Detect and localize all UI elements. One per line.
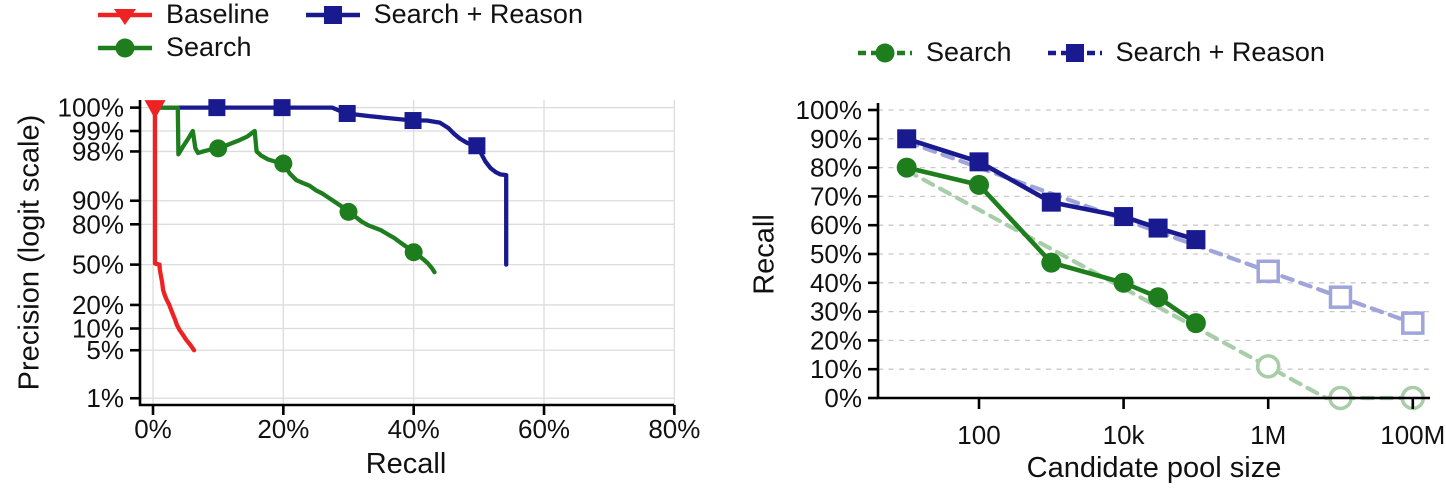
legend-item-search-right: Search	[856, 37, 1012, 68]
left-legend-row-1: Baseline Search + Reason	[96, 0, 617, 31]
right-y-axis-label: Recall	[748, 214, 781, 295]
search-line-circle-icon	[96, 33, 154, 63]
x-tick-label: 100M	[1380, 420, 1445, 450]
series-marker-circle	[969, 174, 989, 195]
series-marker-circle	[1113, 272, 1134, 293]
series-marker-square	[338, 104, 356, 122]
left-legend-row-2: Search	[96, 31, 617, 64]
series-marker-circle	[274, 154, 293, 173]
series-marker-square	[1041, 192, 1061, 212]
search-reason-line-square-icon	[304, 0, 362, 30]
right-legend: Search Search + Reason	[856, 36, 1359, 69]
series-marker-circle	[896, 157, 917, 178]
legend-item-baseline: Baseline	[96, 0, 270, 30]
legend-item-search-reason-right: Search + Reason	[1046, 37, 1325, 68]
right-chart-axes	[876, 103, 1430, 400]
fit-line-circle	[904, 168, 1415, 401]
y-tick-label: 40%	[810, 268, 862, 298]
y-tick-label: 10%	[72, 314, 124, 344]
extrapolated-marker-circle	[1255, 354, 1281, 379]
y-tick-label: 90%	[810, 124, 862, 154]
legend-label-search: Search	[166, 32, 252, 62]
series-line-search-reason	[151, 105, 509, 267]
y-tick-label: 98%	[72, 136, 124, 166]
x-tick-label: 10k	[1103, 420, 1146, 450]
legend-label-search-reason-right: Search + Reason	[1115, 37, 1325, 67]
y-tick-label: 10%	[810, 354, 862, 384]
x-tick-label: 20%	[257, 414, 309, 444]
extrapolated-marker-square	[1401, 311, 1425, 335]
y-tick-label: 60%	[810, 210, 862, 240]
y-tick-label: 20%	[72, 290, 124, 320]
y-tick-label: 80%	[810, 153, 862, 183]
series-marker-circle	[1185, 313, 1206, 334]
y-tick-label: 99%	[72, 116, 124, 146]
series-marker-circle	[404, 243, 423, 262]
series-marker-square	[1148, 218, 1168, 238]
series-marker-circle	[1041, 252, 1062, 273]
series-marker-triangle-down	[144, 100, 166, 120]
series-marker-circle	[1148, 287, 1169, 308]
left-y-axis-label: Precision (logit scale)	[13, 114, 46, 391]
right-legend-row: Search Search + Reason	[856, 36, 1359, 69]
series-marker-square	[404, 112, 422, 130]
x-tick-label: 40%	[388, 414, 440, 444]
search-dashed-circle-icon	[856, 38, 914, 68]
legend-item-search-reason: Search + Reason	[304, 0, 583, 30]
series-line-baseline	[152, 105, 197, 353]
legend-label-search-reason: Search + Reason	[373, 0, 583, 29]
series-marker-square	[208, 99, 226, 117]
series-marker-square	[1114, 207, 1134, 227]
x-tick-label: 100	[957, 420, 1000, 450]
legend-label-baseline: Baseline	[166, 0, 270, 29]
y-tick-label: 50%	[810, 239, 862, 269]
x-tick-label: 60%	[518, 414, 570, 444]
y-tick-label: 80%	[72, 209, 124, 239]
y-tick-label: 5%	[86, 335, 124, 365]
y-tick-label: 100%	[58, 93, 125, 123]
x-tick-label: 1M	[1250, 420, 1286, 450]
y-tick-label: 20%	[810, 325, 862, 355]
left-x-axis-label: Recall	[365, 448, 447, 480]
series-marker-square	[468, 137, 486, 155]
y-tick-label: 90%	[72, 186, 124, 216]
extrapolated-marker-square	[1328, 285, 1353, 309]
right-x-axis-label: Candidate pool size	[1026, 452, 1282, 484]
y-tick-label: 1%	[86, 383, 124, 413]
y-tick-label: 70%	[810, 181, 862, 211]
extrapolated-marker-square	[1256, 259, 1280, 284]
x-tick-label: 0%	[134, 414, 172, 444]
series-line-search	[151, 105, 437, 275]
legend-item-search: Search	[96, 32, 252, 63]
legend-label-search-right: Search	[926, 37, 1012, 67]
x-tick-label: 80%	[648, 414, 700, 444]
y-tick-label: 30%	[810, 297, 862, 327]
y-tick-label: 100%	[796, 95, 863, 125]
series-marker-square	[273, 99, 291, 117]
y-tick-label: 0%	[824, 383, 862, 413]
series-marker-circle	[339, 202, 358, 221]
series-marker-square	[1186, 230, 1206, 250]
baseline-line-triangle-icon	[96, 0, 154, 30]
y-tick-label: 50%	[72, 250, 124, 280]
search-reason-dashed-square-icon	[1046, 38, 1104, 68]
series-marker-square	[969, 152, 989, 172]
left-legend: Baseline Search + Reason Search	[96, 0, 617, 64]
series-marker-square	[897, 129, 917, 149]
series-marker-circle	[209, 139, 228, 158]
